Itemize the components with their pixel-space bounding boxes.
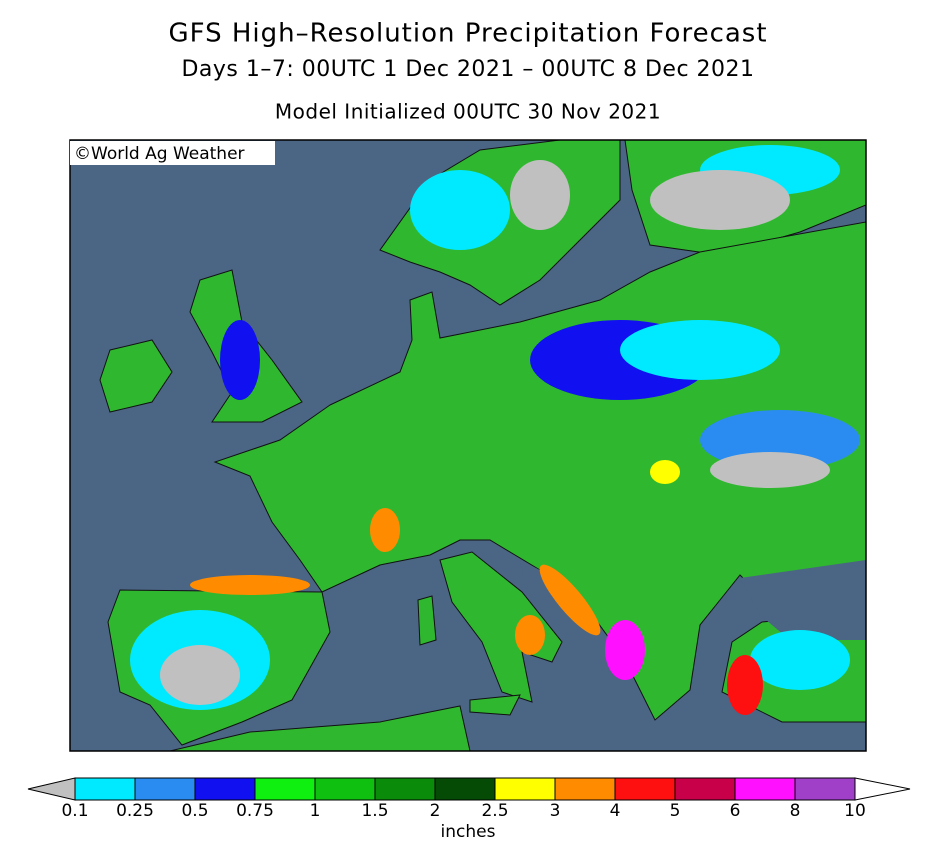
colorbar-label: 6 bbox=[730, 801, 741, 821]
colorbar-label: 0.75 bbox=[236, 801, 274, 821]
colorbar-label: 2 bbox=[430, 801, 441, 821]
credit: ©World Ag Weather bbox=[74, 144, 245, 164]
credit-box bbox=[70, 141, 275, 165]
colorbar-label: 8 bbox=[790, 801, 801, 821]
colorbar-label: 2.5 bbox=[481, 801, 508, 821]
color-box bbox=[374, 777, 436, 801]
color-box bbox=[734, 777, 796, 801]
color-box bbox=[254, 777, 316, 801]
colorbar-label: 0.25 bbox=[116, 801, 154, 821]
precip-areas bbox=[130, 145, 860, 715]
title: GFS High–Resolution Precipitation Foreca… bbox=[168, 19, 767, 49]
color-box bbox=[554, 777, 616, 801]
color-box bbox=[794, 777, 856, 801]
colorbar-label: 0.5 bbox=[181, 801, 208, 821]
color-box bbox=[134, 777, 196, 801]
colorbar-label: 10 bbox=[844, 801, 866, 821]
color-box bbox=[314, 777, 376, 801]
color-box bbox=[614, 777, 676, 801]
over-triangle bbox=[854, 777, 911, 801]
color-box bbox=[74, 777, 136, 801]
colorbar: 0.1 0.25 0.5 0.75 1 1.5 2 2.5 3 4 5 6 8 10 inches bbox=[27, 777, 911, 842]
color-box bbox=[434, 777, 496, 801]
color-box bbox=[194, 777, 256, 801]
color-box bbox=[674, 777, 736, 801]
map: ©World Ag Weather bbox=[69, 139, 867, 752]
subtitle: Days 1–7: 00UTC 1 Dec 2021 – 00UTC 8 Dec… bbox=[181, 57, 754, 82]
init-time: Model Initialized 00UTC 30 Nov 2021 bbox=[275, 100, 661, 124]
colorbar-unit: inches bbox=[441, 822, 496, 842]
color-box bbox=[494, 777, 556, 801]
colorbar-label: 4 bbox=[610, 801, 621, 821]
colorbar-label: 0.1 bbox=[61, 801, 88, 821]
colorbar-label: 1.5 bbox=[361, 801, 388, 821]
colorbar-label: 3 bbox=[550, 801, 561, 821]
map-frame bbox=[69, 139, 867, 752]
colorbar-label: 5 bbox=[670, 801, 681, 821]
colorbar-label: 1 bbox=[310, 801, 321, 821]
under-triangle bbox=[27, 777, 76, 801]
black-sea bbox=[740, 560, 866, 640]
